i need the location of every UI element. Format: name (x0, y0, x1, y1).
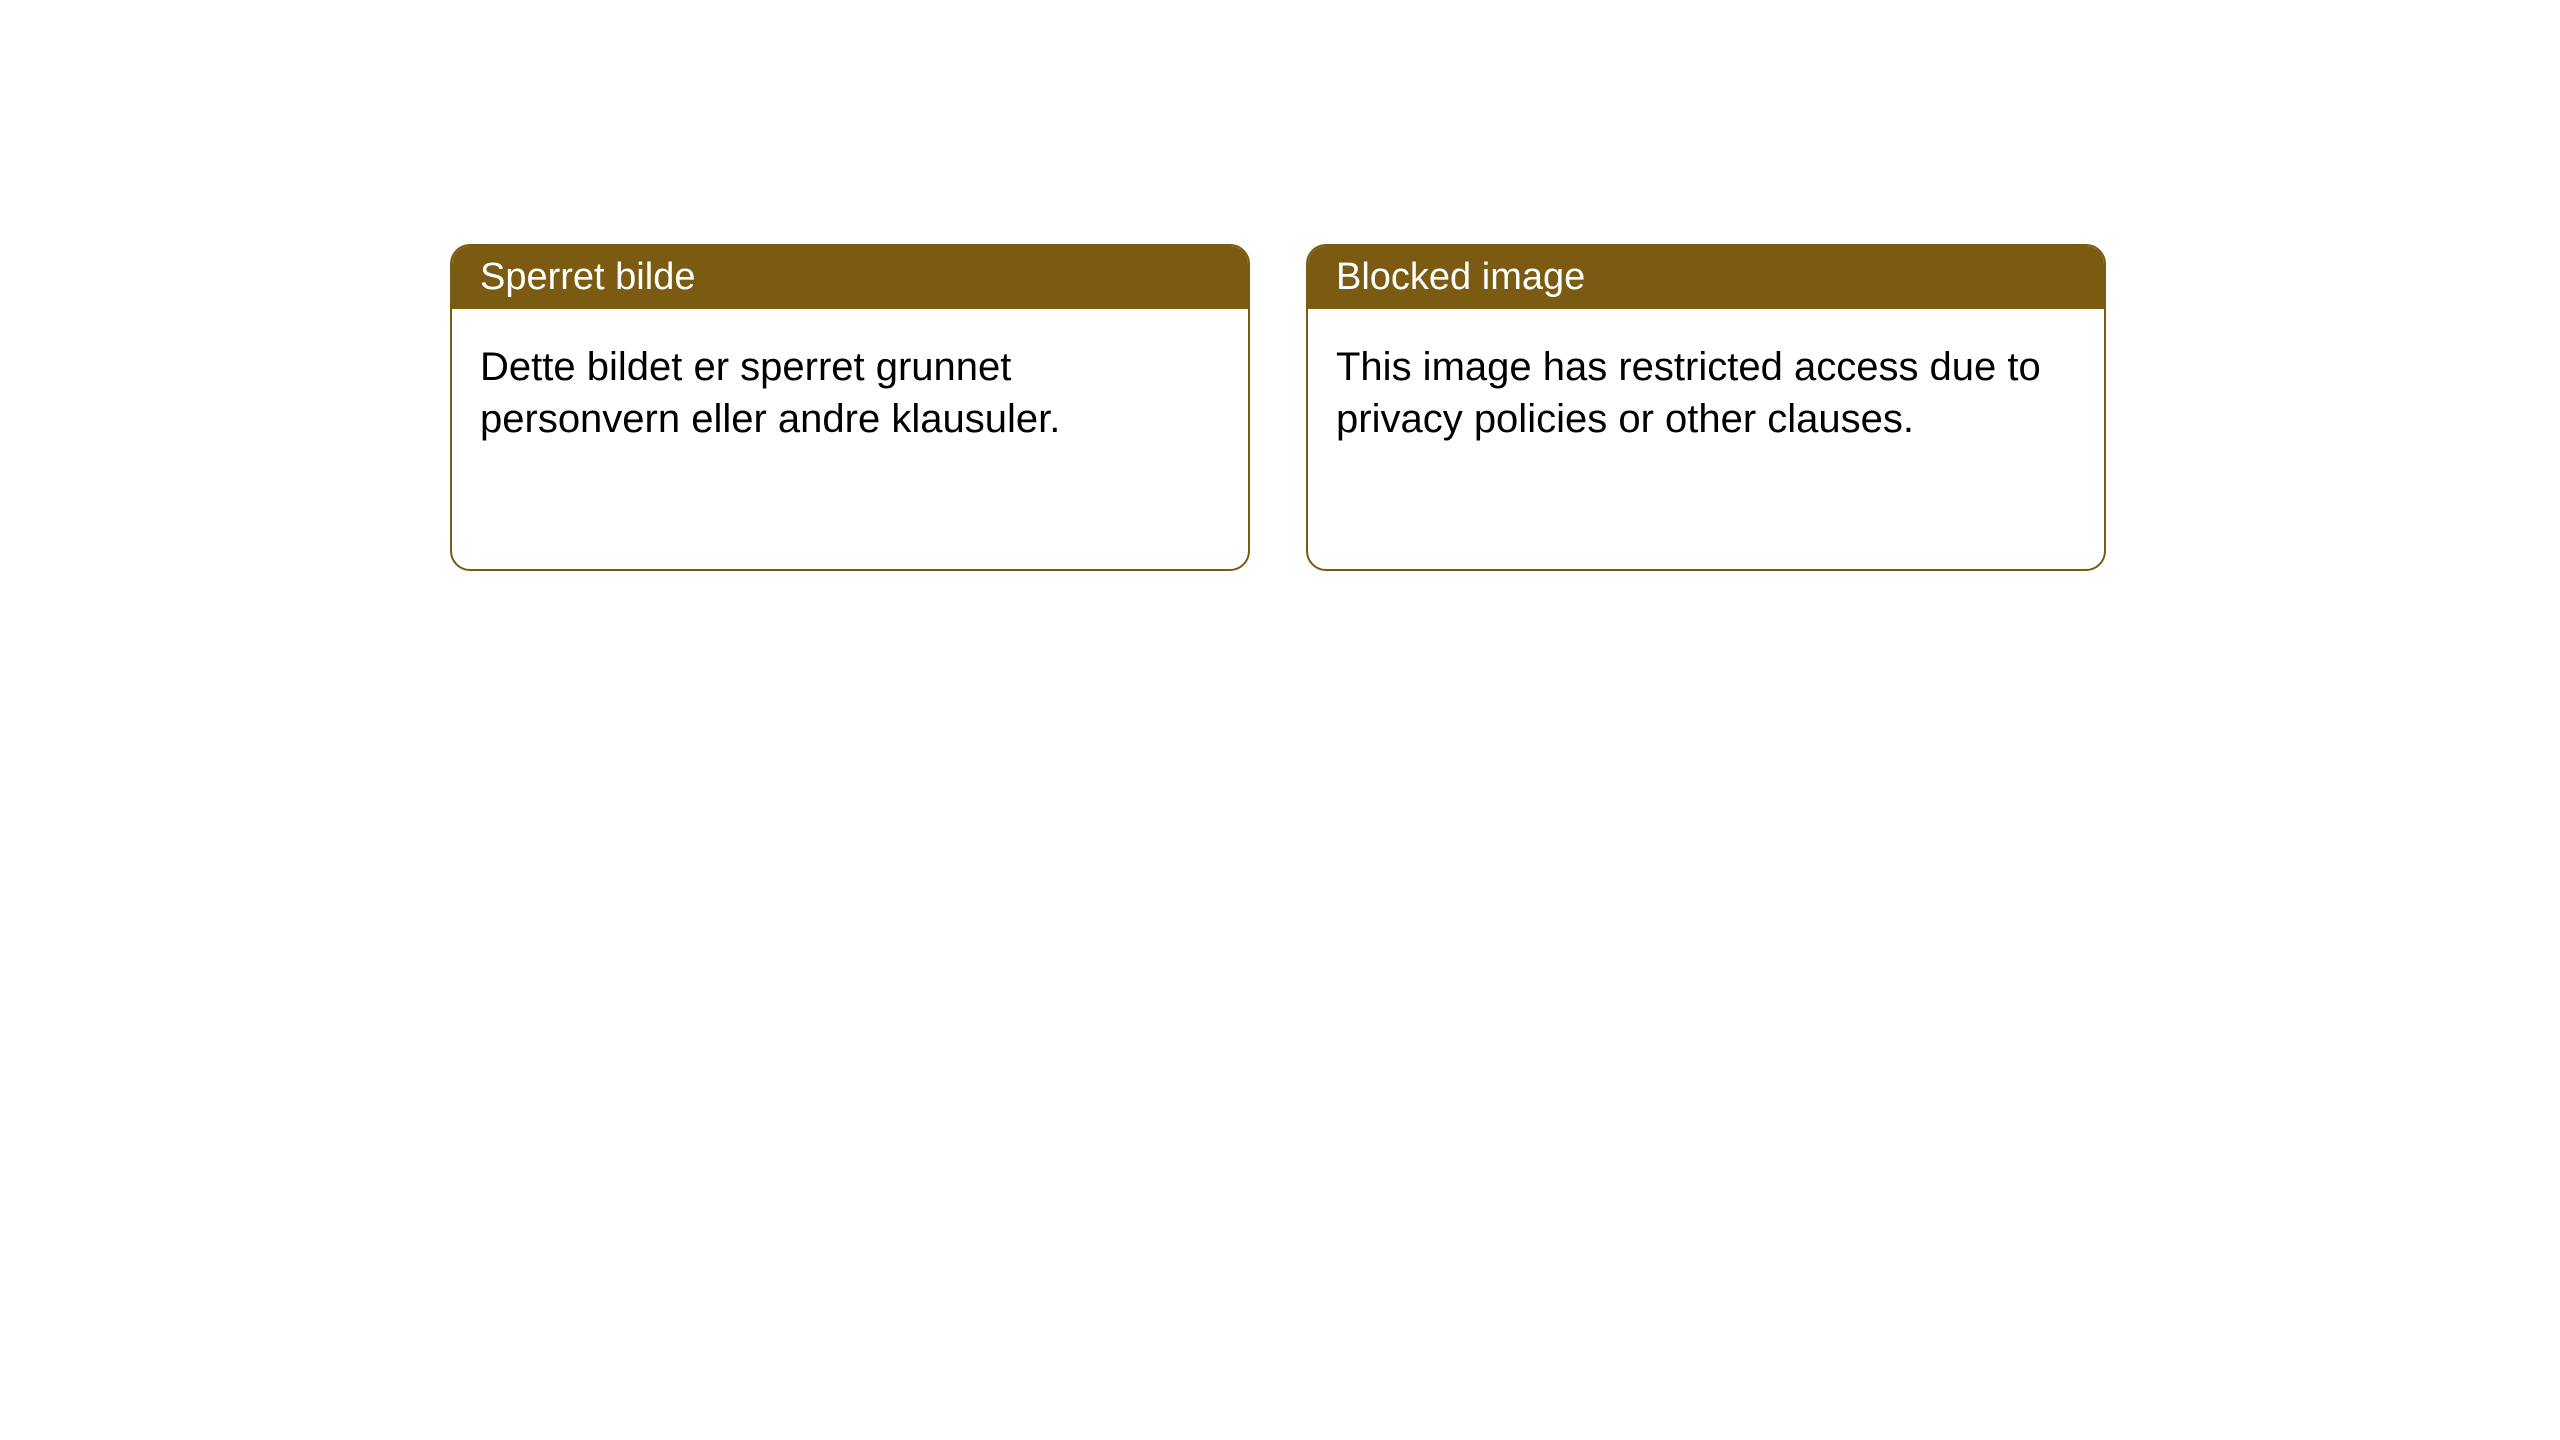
notice-container: Sperret bilde Dette bildet er sperret gr… (0, 0, 2560, 571)
notice-card-norwegian: Sperret bilde Dette bildet er sperret gr… (450, 244, 1250, 571)
notice-header: Sperret bilde (452, 246, 1248, 309)
notice-body: Dette bildet er sperret grunnet personve… (452, 309, 1248, 569)
notice-card-english: Blocked image This image has restricted … (1306, 244, 2106, 571)
notice-body: This image has restricted access due to … (1308, 309, 2104, 569)
notice-header: Blocked image (1308, 246, 2104, 309)
